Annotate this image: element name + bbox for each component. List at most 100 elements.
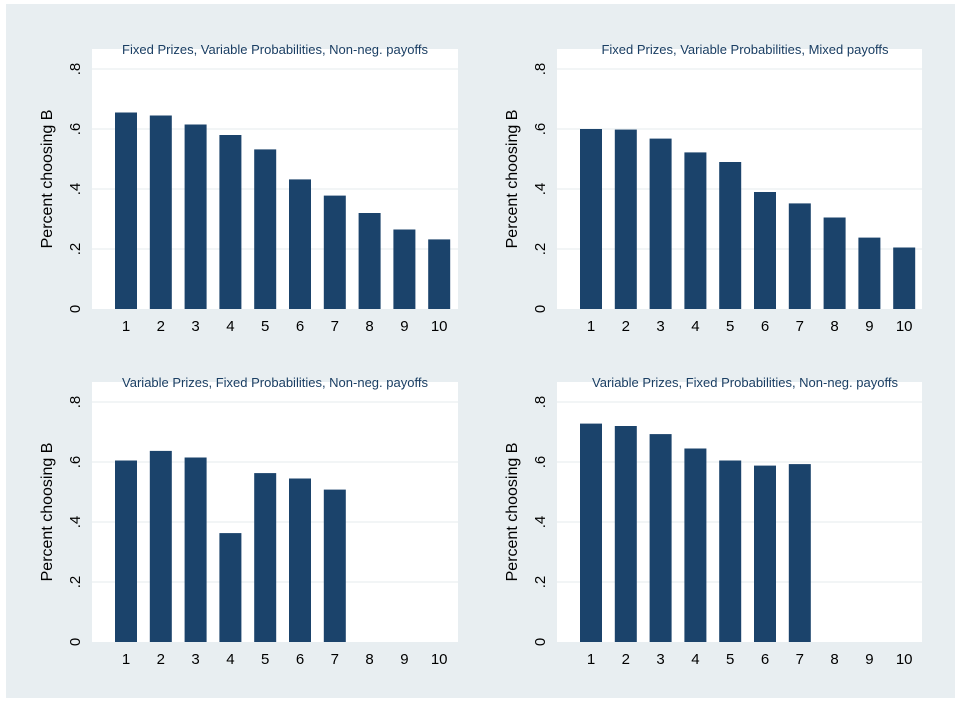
bar-5 — [254, 149, 277, 309]
x-tick-label: 6 — [761, 651, 769, 668]
chart-title: Fixed Prizes, Variable Probabilities, No… — [122, 42, 428, 57]
bar-10 — [428, 239, 451, 309]
x-tick-label: 2 — [157, 318, 165, 335]
y-axis-title: Percent choosing B — [39, 443, 56, 582]
x-tick-label: 1 — [587, 318, 595, 335]
bar-1 — [580, 423, 602, 642]
x-tick-label: 7 — [796, 651, 804, 668]
y-tick-label: .8 — [532, 63, 549, 76]
x-tick-label: 8 — [365, 318, 373, 335]
x-tick-label: 7 — [331, 651, 339, 668]
y-tick-label: .4 — [67, 183, 84, 196]
x-tick-label: 4 — [691, 651, 699, 668]
y-tick-label: .8 — [67, 63, 84, 76]
bar-chart-grid: Fixed Prizes, Variable Probabilities, No… — [39, 42, 922, 668]
bar-9 — [393, 229, 416, 309]
x-tick-label: 2 — [622, 651, 630, 668]
y-tick-label: .6 — [67, 123, 84, 136]
bar-9 — [858, 237, 881, 309]
x-tick-label: 8 — [365, 651, 373, 668]
bar-1 — [115, 460, 137, 642]
bar-10 — [893, 247, 916, 309]
x-tick-label: 1 — [122, 318, 130, 335]
y-tick-label: .4 — [67, 516, 84, 529]
x-tick-label: 7 — [796, 318, 804, 335]
bar-3 — [649, 138, 672, 309]
x-tick-label: 5 — [261, 651, 269, 668]
bar-6 — [754, 192, 776, 309]
x-tick-label: 5 — [726, 318, 734, 335]
bar-7 — [788, 464, 811, 642]
bar-3 — [184, 124, 207, 309]
x-tick-label: 9 — [865, 651, 873, 668]
bar-2 — [149, 450, 172, 642]
chart-title: Variable Prizes, Fixed Probabilities, No… — [122, 375, 428, 390]
y-tick-label: .6 — [532, 456, 549, 469]
bar-5 — [719, 460, 742, 642]
x-tick-label: 5 — [726, 651, 734, 668]
bar-2 — [614, 426, 637, 642]
chart-panel-4: Variable Prizes, Fixed Probabilities, No… — [504, 375, 922, 668]
y-tick-label: .4 — [532, 183, 549, 196]
chart-panel-2: Fixed Prizes, Variable Probabilities, Mi… — [504, 42, 922, 335]
y-axis-title: Percent choosing B — [504, 110, 521, 249]
y-tick-label: .2 — [67, 576, 84, 589]
y-tick-label: .2 — [532, 243, 549, 256]
bar-4 — [219, 135, 242, 309]
x-tick-label: 4 — [226, 318, 234, 335]
x-tick-label: 8 — [830, 318, 838, 335]
y-tick-label: .6 — [532, 123, 549, 136]
y-tick-label: 0 — [532, 305, 549, 313]
bar-4 — [684, 448, 707, 642]
chart-panel-1: Fixed Prizes, Variable Probabilities, No… — [39, 42, 458, 335]
bar-2 — [614, 129, 637, 309]
x-tick-label: 3 — [191, 651, 199, 668]
figure-background: Fixed Prizes, Variable Probabilities, No… — [6, 4, 955, 698]
y-tick-label: .8 — [532, 396, 549, 409]
bar-3 — [184, 457, 207, 642]
x-tick-label: 6 — [296, 651, 304, 668]
y-tick-label: .2 — [532, 576, 549, 589]
x-tick-label: 1 — [122, 651, 130, 668]
x-tick-label: 10 — [431, 651, 448, 668]
bar-2 — [149, 115, 172, 309]
x-tick-label: 3 — [656, 318, 664, 335]
x-tick-label: 6 — [761, 318, 769, 335]
bar-6 — [289, 478, 311, 642]
x-tick-label: 3 — [191, 318, 199, 335]
bar-3 — [649, 434, 672, 642]
x-tick-label: 9 — [400, 651, 408, 668]
bar-7 — [323, 489, 346, 642]
bar-6 — [754, 465, 776, 642]
x-tick-label: 3 — [656, 651, 664, 668]
y-tick-label: 0 — [67, 638, 84, 646]
y-tick-label: .2 — [67, 243, 84, 256]
x-tick-label: 1 — [587, 651, 595, 668]
bar-4 — [219, 533, 242, 642]
x-tick-label: 8 — [830, 651, 838, 668]
x-tick-label: 2 — [622, 318, 630, 335]
x-tick-label: 7 — [331, 318, 339, 335]
bar-5 — [254, 473, 277, 642]
bar-1 — [115, 112, 137, 309]
y-axis-title: Percent choosing B — [504, 443, 521, 582]
bar-7 — [323, 195, 346, 309]
chart-title: Fixed Prizes, Variable Probabilities, Mi… — [601, 42, 889, 57]
bar-5 — [719, 162, 742, 309]
x-tick-label: 10 — [431, 318, 448, 335]
bar-7 — [788, 203, 811, 309]
y-tick-label: .6 — [67, 456, 84, 469]
x-tick-label: 10 — [896, 651, 913, 668]
y-tick-label: 0 — [532, 638, 549, 646]
y-tick-label: .4 — [532, 516, 549, 529]
bar-4 — [684, 152, 707, 309]
bar-8 — [358, 213, 381, 309]
x-tick-label: 10 — [896, 318, 913, 335]
y-axis-title: Percent choosing B — [39, 110, 56, 249]
x-tick-label: 9 — [400, 318, 408, 335]
chart-panel-3: Variable Prizes, Fixed Probabilities, No… — [39, 375, 458, 668]
y-tick-label: 0 — [67, 305, 84, 313]
x-tick-label: 2 — [157, 651, 165, 668]
x-tick-label: 6 — [296, 318, 304, 335]
bar-8 — [823, 217, 846, 309]
